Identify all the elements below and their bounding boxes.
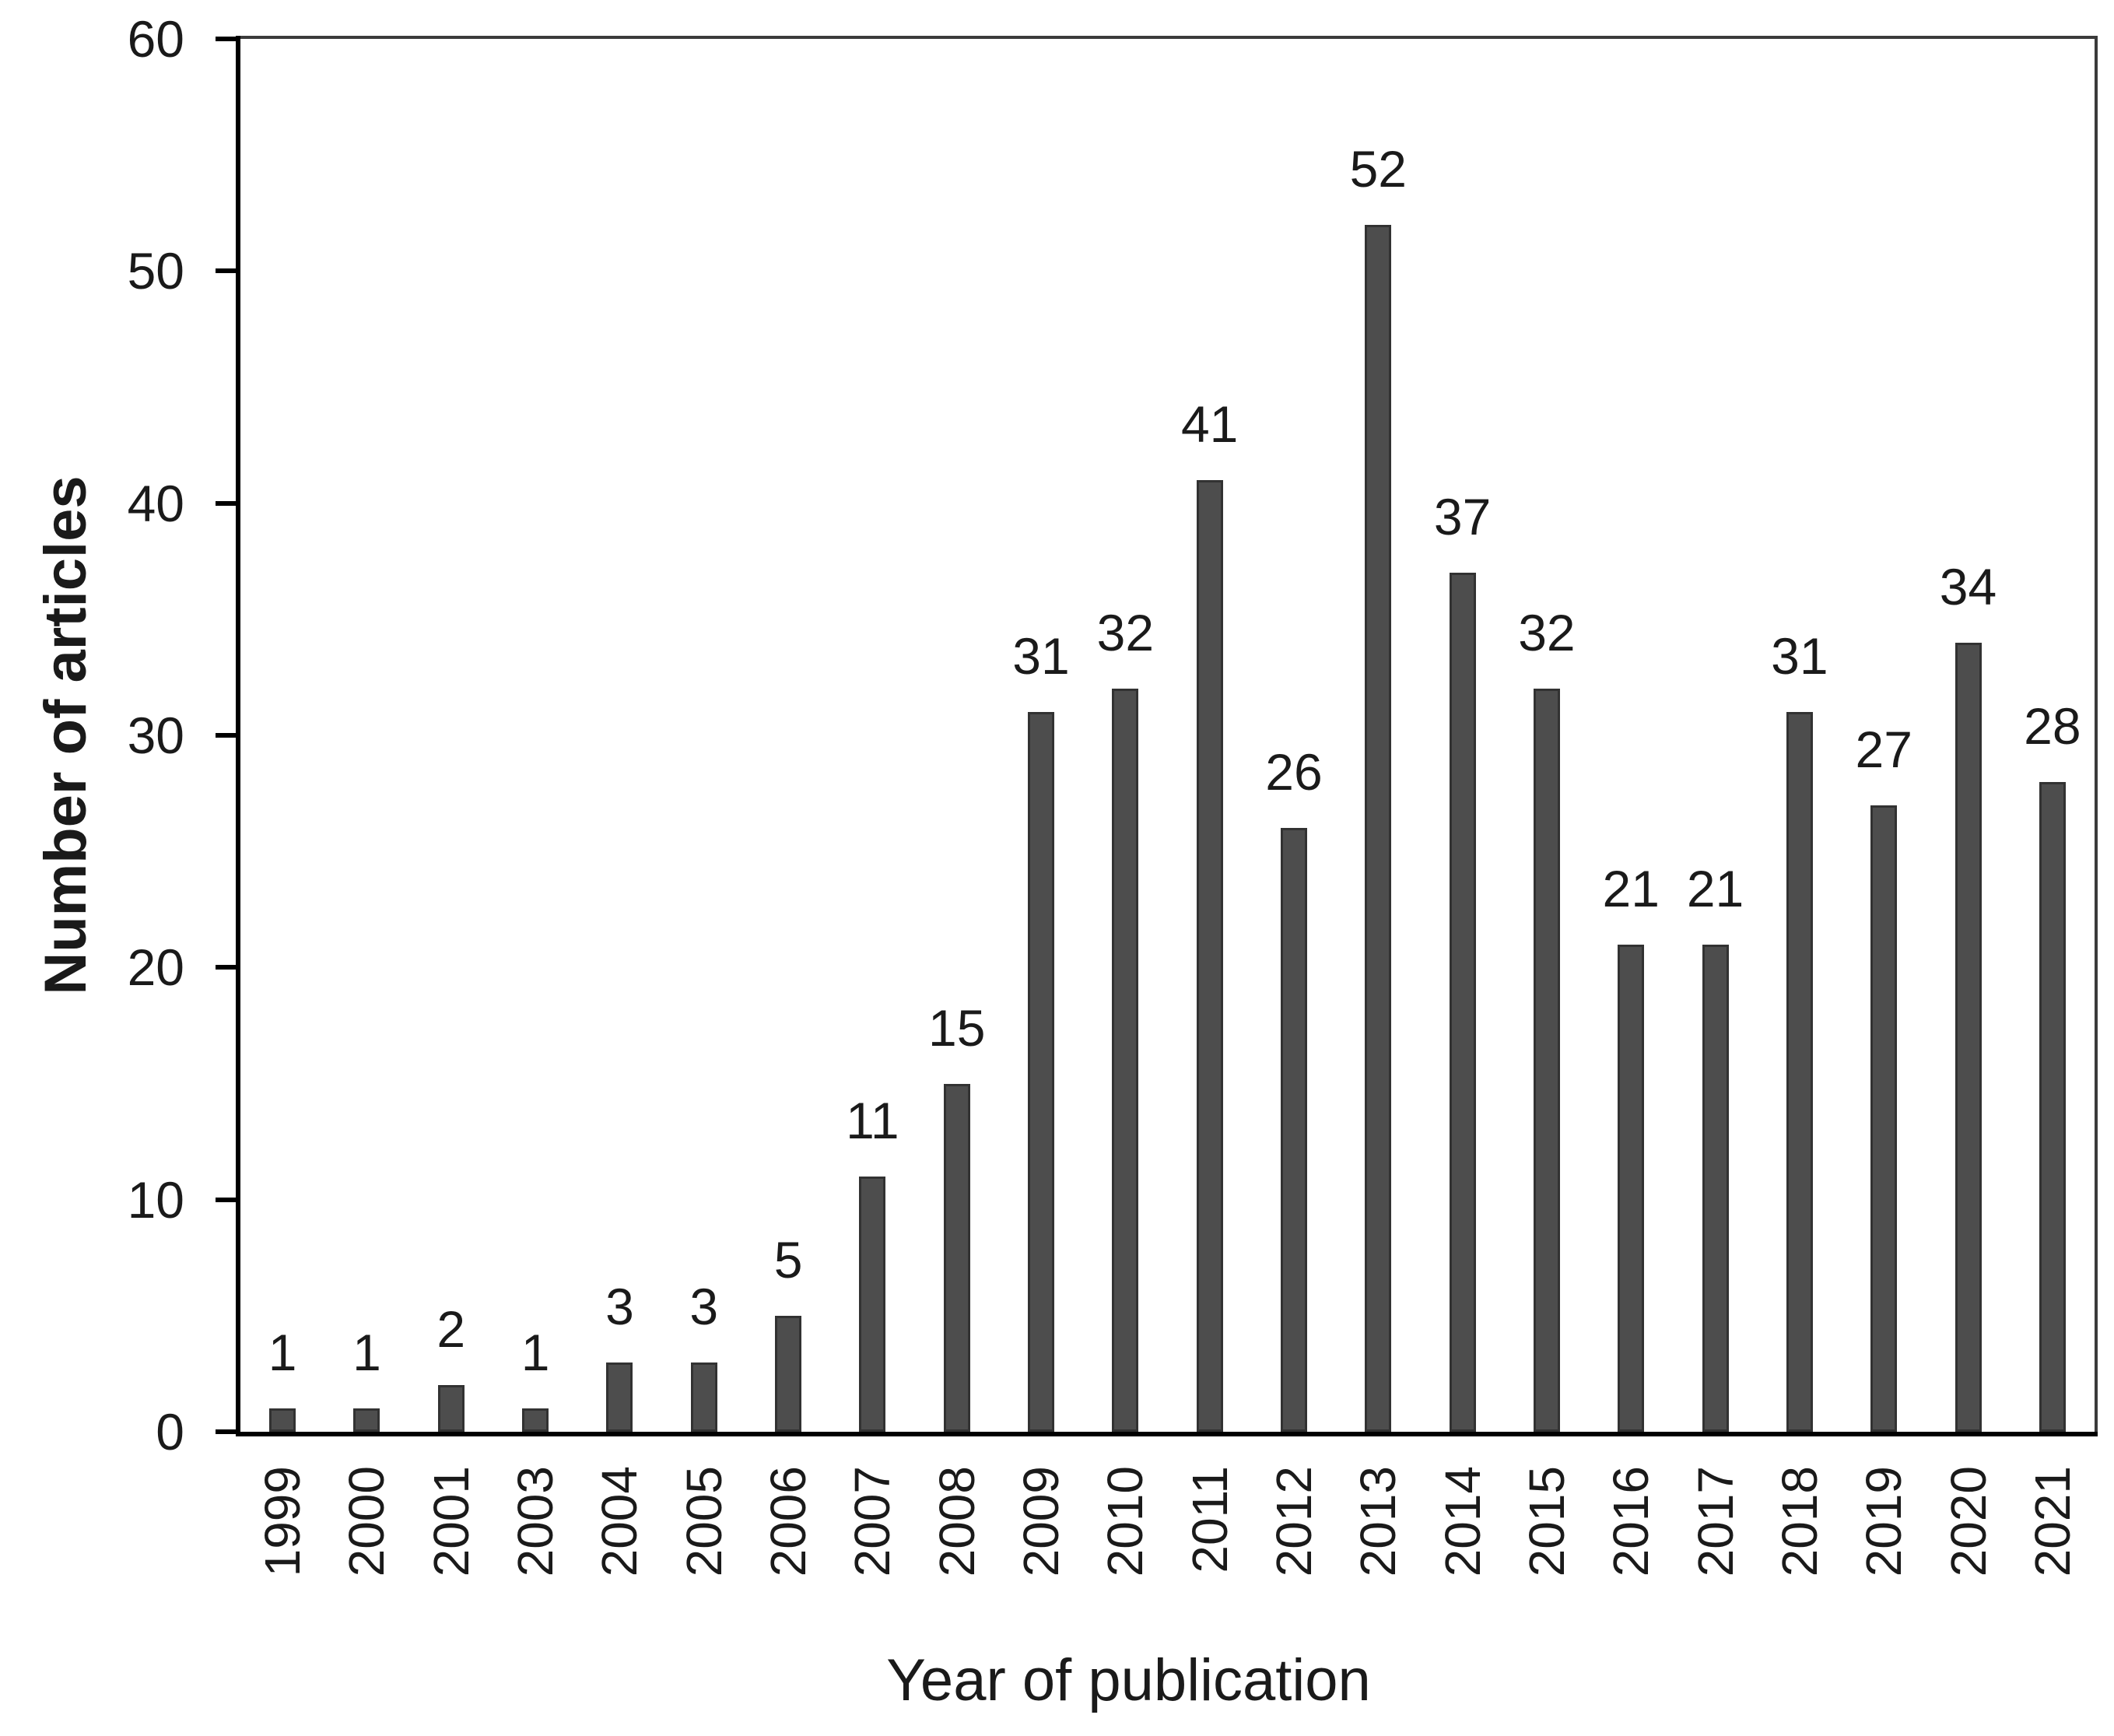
bar-value-label-2003: 1 <box>521 1324 550 1382</box>
x-tick-label-2001: 2001 <box>422 1466 479 1577</box>
x-tick-label-2021: 2021 <box>2024 1466 2081 1577</box>
bar-value-label-2006: 5 <box>773 1230 803 1289</box>
y-tick-mark <box>216 37 236 41</box>
x-tick-label-2008: 2008 <box>928 1466 985 1577</box>
bar-value-label-2007: 11 <box>846 1091 899 1149</box>
bar-value-label-2018: 31 <box>1771 627 1828 686</box>
bar-2017 <box>1702 944 1729 1432</box>
bar-2019 <box>1870 805 1898 1432</box>
x-tick-label-2009: 2009 <box>1013 1466 1070 1577</box>
bar-value-label-2016: 21 <box>1602 859 1660 917</box>
y-tick-label: 30 <box>127 707 184 764</box>
bar-2011 <box>1196 479 1223 1432</box>
y-tick-mark <box>216 965 236 970</box>
bar-value-label-2020: 34 <box>1939 557 1997 615</box>
y-tick-mark <box>216 1429 236 1434</box>
x-tick-label-2003: 2003 <box>507 1466 564 1577</box>
y-axis-title: Number of articles <box>33 475 99 995</box>
y-tick-label: 40 <box>127 474 184 532</box>
plot-border-right <box>2095 36 2098 1432</box>
y-tick-label: 20 <box>127 938 184 997</box>
y-axis-line <box>236 36 240 1436</box>
y-tick-label: 60 <box>127 10 184 68</box>
y-tick-mark <box>216 1197 236 1202</box>
bar-2010 <box>1112 689 1139 1432</box>
bar-2021 <box>2039 781 2066 1432</box>
x-axis-title: Year of publication <box>886 1647 1371 1713</box>
bar-value-label-2017: 21 <box>1686 859 1744 917</box>
bar-value-label-2011: 41 <box>1180 395 1239 453</box>
bar-value-label-2019: 27 <box>1855 720 1912 778</box>
y-tick-mark <box>216 733 236 738</box>
bar-1999 <box>269 1408 296 1432</box>
y-tick-mark <box>216 268 236 274</box>
x-tick-label-2017: 2017 <box>1687 1466 1744 1577</box>
bar-value-label-2004: 3 <box>605 1277 634 1335</box>
y-tick-mark <box>216 500 236 506</box>
x-tick-label-1999: 1999 <box>254 1466 311 1577</box>
bar-2009 <box>1028 712 1055 1432</box>
y-tick-label: 10 <box>127 1170 184 1229</box>
bar-value-label-2014: 37 <box>1433 488 1492 546</box>
x-tick-label-2005: 2005 <box>675 1466 732 1577</box>
x-tick-label-2000: 2000 <box>338 1466 395 1577</box>
bar-value-label-2008: 15 <box>927 998 986 1057</box>
bar-2008 <box>943 1083 970 1432</box>
x-tick-label-2004: 2004 <box>591 1466 648 1577</box>
bar-2018 <box>1786 712 1813 1432</box>
bar-2015 <box>1533 689 1560 1432</box>
bar-2001 <box>437 1385 465 1432</box>
bar-value-label-2015: 32 <box>1518 604 1576 662</box>
bar-2012 <box>1280 828 1307 1432</box>
x-tick-label-2019: 2019 <box>1856 1466 1912 1577</box>
bar-value-label-2009: 31 <box>1012 627 1070 686</box>
y-tick-label: 0 <box>156 1403 184 1461</box>
x-tick-label-2016: 2016 <box>1603 1466 1660 1577</box>
x-tick-label-2007: 2007 <box>844 1466 901 1577</box>
x-tick-label-2010: 2010 <box>1097 1466 1154 1577</box>
x-tick-label-2011: 2011 <box>1181 1466 1238 1573</box>
x-tick-label-2012: 2012 <box>1265 1466 1322 1577</box>
x-tick-label-2006: 2006 <box>760 1466 817 1577</box>
bar-2006 <box>775 1315 802 1432</box>
x-tick-label-2013: 2013 <box>1350 1466 1407 1577</box>
bar-2016 <box>1618 944 1645 1432</box>
bar-2005 <box>690 1362 717 1432</box>
x-tick-label-2015: 2015 <box>1518 1466 1575 1577</box>
bar-2014 <box>1449 573 1476 1432</box>
bar-value-label-2021: 28 <box>2024 696 2081 755</box>
x-tick-label-2020: 2020 <box>1940 1466 1997 1577</box>
bar-value-label-2013: 52 <box>1349 139 1407 198</box>
bar-2004 <box>606 1362 633 1432</box>
bar-2013 <box>1365 224 1392 1432</box>
x-tick-label-2018: 2018 <box>1771 1466 1828 1577</box>
x-axis-line <box>236 1432 2098 1436</box>
bar-value-label-2010: 32 <box>1096 604 1155 662</box>
bar-2000 <box>353 1408 380 1432</box>
y-tick-label: 50 <box>127 242 184 300</box>
bar-2020 <box>1954 642 1982 1432</box>
bar-2003 <box>522 1408 549 1432</box>
bar-value-label-2001: 2 <box>436 1300 466 1359</box>
bar-value-label-2005: 3 <box>689 1277 719 1335</box>
bar-value-label-2000: 1 <box>352 1324 381 1382</box>
bar-value-label-2012: 26 <box>1265 743 1323 801</box>
bar-value-label-1999: 1 <box>268 1324 297 1382</box>
bar-2007 <box>859 1176 886 1432</box>
plot-border-top <box>236 36 2098 39</box>
x-tick-label-2014: 2014 <box>1434 1466 1491 1577</box>
